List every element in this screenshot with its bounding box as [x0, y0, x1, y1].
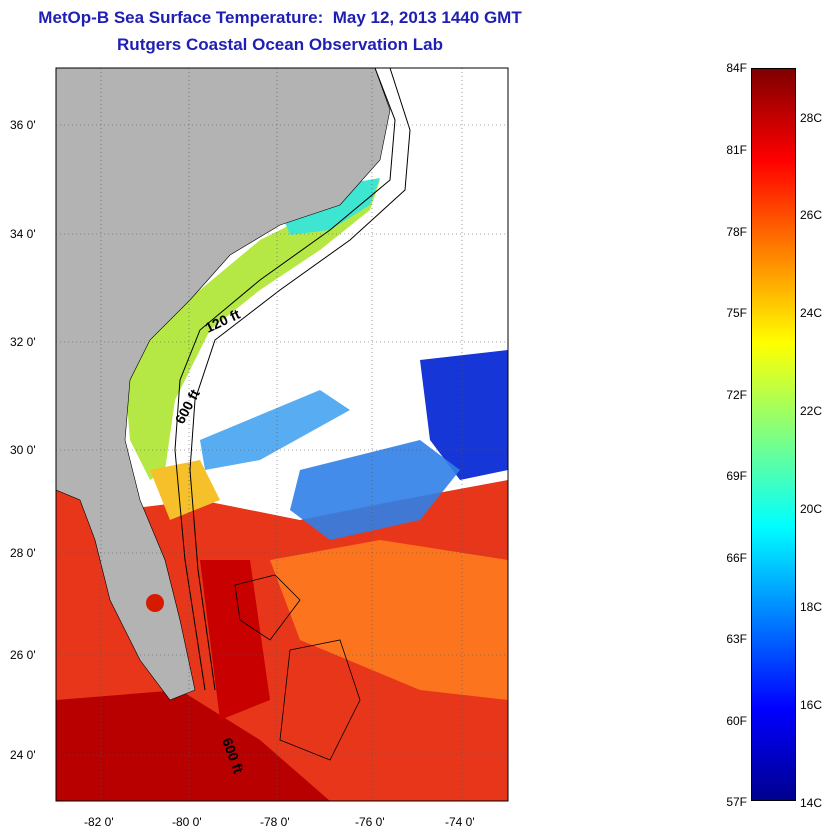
lon-label-78: -78 0'	[260, 815, 290, 829]
gulf-stream-dark	[56, 690, 330, 801]
map-title: MetOp-B Sea Surface Temperature: May 12,…	[38, 8, 522, 27]
cool-water-patch-central	[290, 440, 460, 540]
colorbar-c-label: 26C	[800, 208, 823, 222]
lon-label-76: -76 0'	[355, 815, 385, 829]
colorbar-f-label: 63F	[726, 632, 747, 646]
lat-label-36: 36 0'	[10, 118, 36, 132]
colorbar-f-label: 66F	[726, 551, 747, 565]
colorbar-f-label: 78F	[726, 225, 747, 239]
colorbar-c-label: 16C	[800, 698, 823, 712]
warm-water-orange	[270, 540, 508, 700]
bahamas-bank	[234, 574, 301, 641]
graticule	[56, 68, 508, 801]
lake-okeechobee	[146, 594, 164, 612]
cool-water-streak	[200, 390, 350, 470]
lon-label-74: -74 0'	[445, 815, 475, 829]
lat-label-32: 32 0'	[10, 335, 36, 349]
contour-120ft	[174, 67, 396, 691]
shelf-water-warm	[150, 460, 220, 520]
contour-600ft	[189, 67, 411, 691]
lat-label-24: 24 0'	[10, 748, 36, 762]
colorbar-f-label: 75F	[726, 306, 747, 320]
bahamas-bank-south	[279, 639, 361, 761]
colorbar-c-label: 20C	[800, 502, 823, 516]
colorbar-f-label: 60F	[726, 714, 747, 728]
colorbar-c-label: 28C	[800, 111, 823, 125]
lon-label-82: -82 0'	[84, 815, 114, 829]
map-subtitle: Rutgers Coastal Ocean Observation Lab	[117, 35, 443, 54]
land-mass	[55, 67, 391, 701]
cool-water-patch-east	[420, 350, 508, 480]
florida-current	[200, 560, 270, 720]
colorbar-f-label: 72F	[726, 388, 747, 402]
lat-label-28: 28 0'	[10, 546, 36, 560]
colorbar-f-label: 84F	[726, 61, 747, 75]
lat-label-34: 34 0'	[10, 227, 36, 241]
colorbar-f-label: 57F	[726, 795, 747, 809]
colorbar-f-label: 69F	[726, 469, 747, 483]
colorbar-c-label: 24C	[800, 306, 823, 320]
lat-label-30: 30 0'	[10, 443, 36, 457]
colorbar-c-label: 22C	[800, 404, 823, 418]
colorbar-f-label: 81F	[726, 143, 747, 157]
colorbar-c-label: 18C	[800, 600, 823, 614]
map-border	[55, 67, 509, 802]
lon-label-80: -80 0'	[172, 815, 202, 829]
lat-label-26: 26 0'	[10, 648, 36, 662]
temperature-colorbar	[751, 68, 796, 801]
colorbar-c-label: 14C	[800, 796, 823, 810]
